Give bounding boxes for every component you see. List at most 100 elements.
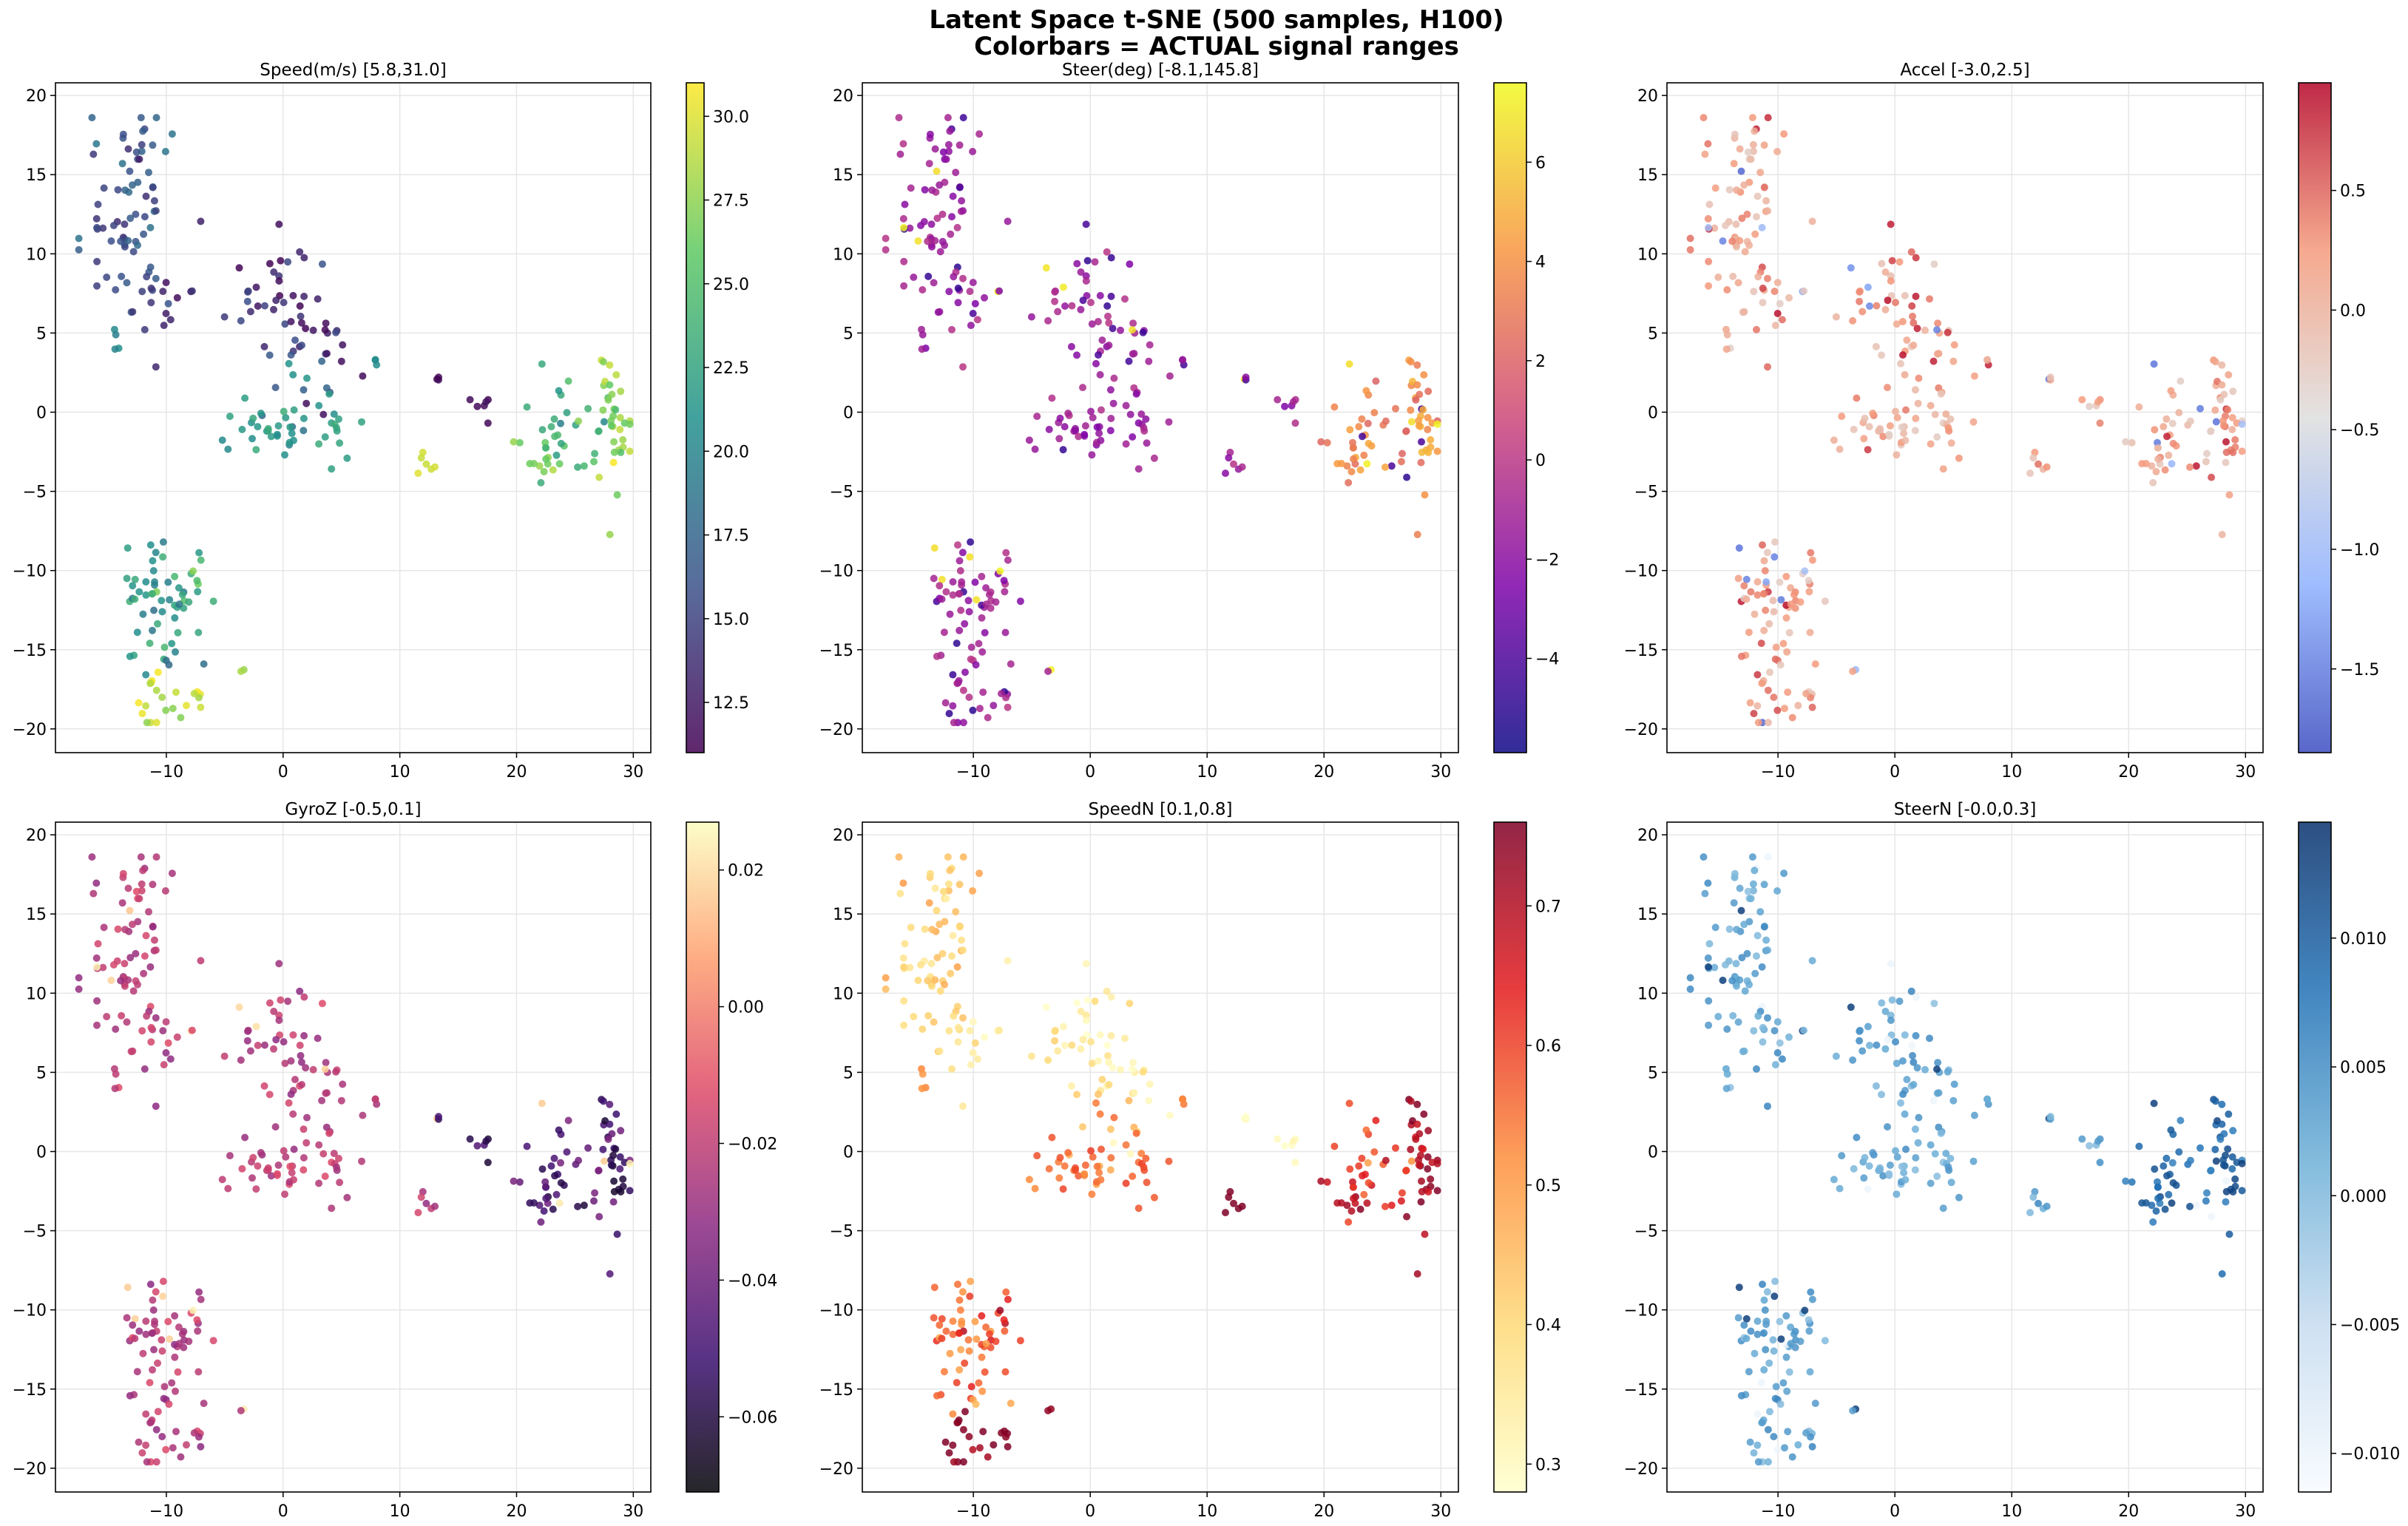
y-tick-label: 0 xyxy=(843,404,853,423)
scatter-point xyxy=(1983,1096,1991,1103)
scatter-point xyxy=(969,706,977,714)
scatter-point xyxy=(1362,387,1370,395)
scatter-point xyxy=(109,222,118,229)
scatter-point xyxy=(315,1141,323,1149)
scatter-point xyxy=(1773,310,1782,317)
scatter-point xyxy=(1821,597,1829,606)
scatter-point xyxy=(1913,325,1921,333)
scatter-point xyxy=(166,1055,175,1063)
scatter-point xyxy=(1912,1154,1920,1162)
scatter-point xyxy=(1899,351,1907,359)
scatter-point xyxy=(1771,1278,1779,1286)
scatter-point xyxy=(93,1021,101,1029)
scatter-point xyxy=(967,1061,975,1069)
scatter-point xyxy=(575,417,583,425)
scatter-point xyxy=(1764,1102,1771,1110)
scatter-point xyxy=(936,987,944,995)
scatter-point xyxy=(933,954,941,962)
y-tick-label: −20 xyxy=(13,721,47,739)
scatter-point xyxy=(1705,282,1713,290)
scatter-point xyxy=(965,608,973,616)
scatter-point xyxy=(1788,1453,1796,1461)
scatter-point xyxy=(1001,1368,1009,1376)
scatter-point xyxy=(1749,880,1757,888)
scatter-point xyxy=(1122,440,1130,448)
scatter-point xyxy=(1274,396,1282,404)
y-tick-label: −20 xyxy=(13,1460,47,1479)
scatter-point xyxy=(1838,413,1846,421)
scatter-point xyxy=(1760,626,1768,634)
scatter-point xyxy=(173,294,181,302)
scatter-point xyxy=(1773,148,1782,155)
scatter-point xyxy=(2162,1154,2171,1162)
scatter-point xyxy=(1759,1038,1767,1046)
scatter-point xyxy=(149,881,157,889)
scatter-point xyxy=(1095,430,1103,438)
scatter-point xyxy=(1801,567,1809,575)
scatter-point xyxy=(1738,954,1746,962)
scatter-point xyxy=(1914,399,1922,407)
scatter-point xyxy=(152,1458,160,1466)
scatter-point xyxy=(1860,1174,1868,1182)
scatter-point xyxy=(1745,628,1753,637)
scatter-point xyxy=(2208,473,2216,481)
x-tick-label: −10 xyxy=(149,1502,183,1521)
scatter-point xyxy=(315,401,323,410)
scatter-point xyxy=(177,1453,185,1461)
scatter-point xyxy=(337,357,345,365)
scatter-point xyxy=(174,628,182,637)
scatter-point xyxy=(1764,1425,1772,1434)
scatter-point xyxy=(1760,590,1768,597)
scatter-point xyxy=(193,1316,201,1324)
scatter-point xyxy=(564,1116,572,1125)
scatter-point xyxy=(1323,1178,1331,1186)
scatter-point xyxy=(197,957,205,965)
scatter-point xyxy=(2035,1199,2042,1207)
scatter-point xyxy=(1921,326,1929,334)
scatter-point xyxy=(1760,923,1768,931)
scatter-point xyxy=(1759,1023,1767,1031)
scatter-point xyxy=(2225,1230,2233,1238)
scatter-point xyxy=(99,224,107,232)
scatter-point xyxy=(1103,987,1111,995)
scatter-point xyxy=(1711,923,1719,932)
scatter-point xyxy=(606,1120,614,1128)
scatter-point xyxy=(286,1162,294,1170)
scatter-point xyxy=(288,1169,296,1177)
scatter-point xyxy=(302,1139,311,1147)
scatter-point xyxy=(118,160,126,168)
scatter-point xyxy=(152,207,160,215)
scatter-point xyxy=(1079,1123,1086,1131)
scatter-point xyxy=(1869,1149,1877,1156)
scatter-point xyxy=(112,330,120,339)
scatter-point xyxy=(1911,1166,1919,1174)
y-tick-label: −15 xyxy=(13,1381,47,1400)
x-tick-label: −10 xyxy=(1761,1502,1795,1521)
scatter-point xyxy=(1056,1153,1064,1162)
scatter-point xyxy=(1744,148,1752,156)
scatter-point xyxy=(1780,869,1788,878)
scatter-point xyxy=(1901,1031,1909,1039)
scatter-point xyxy=(953,640,961,648)
scatter-point xyxy=(976,705,984,713)
scatter-point xyxy=(322,1059,330,1067)
scatter-point xyxy=(575,1156,583,1164)
scatter-point xyxy=(1281,402,1289,410)
scatter-point xyxy=(1753,1065,1760,1073)
x-tick-label: 30 xyxy=(623,1502,643,1521)
scatter-point xyxy=(1081,422,1089,430)
scatter-point xyxy=(1758,1419,1766,1427)
scatter-point xyxy=(2148,462,2156,470)
scatter-point xyxy=(1093,1162,1101,1170)
scatter-point xyxy=(1762,936,1771,944)
scatter-point xyxy=(143,719,151,727)
scatter-point xyxy=(537,478,545,486)
colorbar-tick-label: 0 xyxy=(1535,452,1546,470)
scatter-point xyxy=(275,220,283,228)
scatter-point xyxy=(466,396,474,404)
scatter-point xyxy=(1433,1159,1441,1167)
scatter-point xyxy=(2160,423,2168,431)
scatter-point xyxy=(321,1173,329,1180)
scatter-point xyxy=(146,1419,155,1427)
scatter-point xyxy=(422,1199,430,1207)
